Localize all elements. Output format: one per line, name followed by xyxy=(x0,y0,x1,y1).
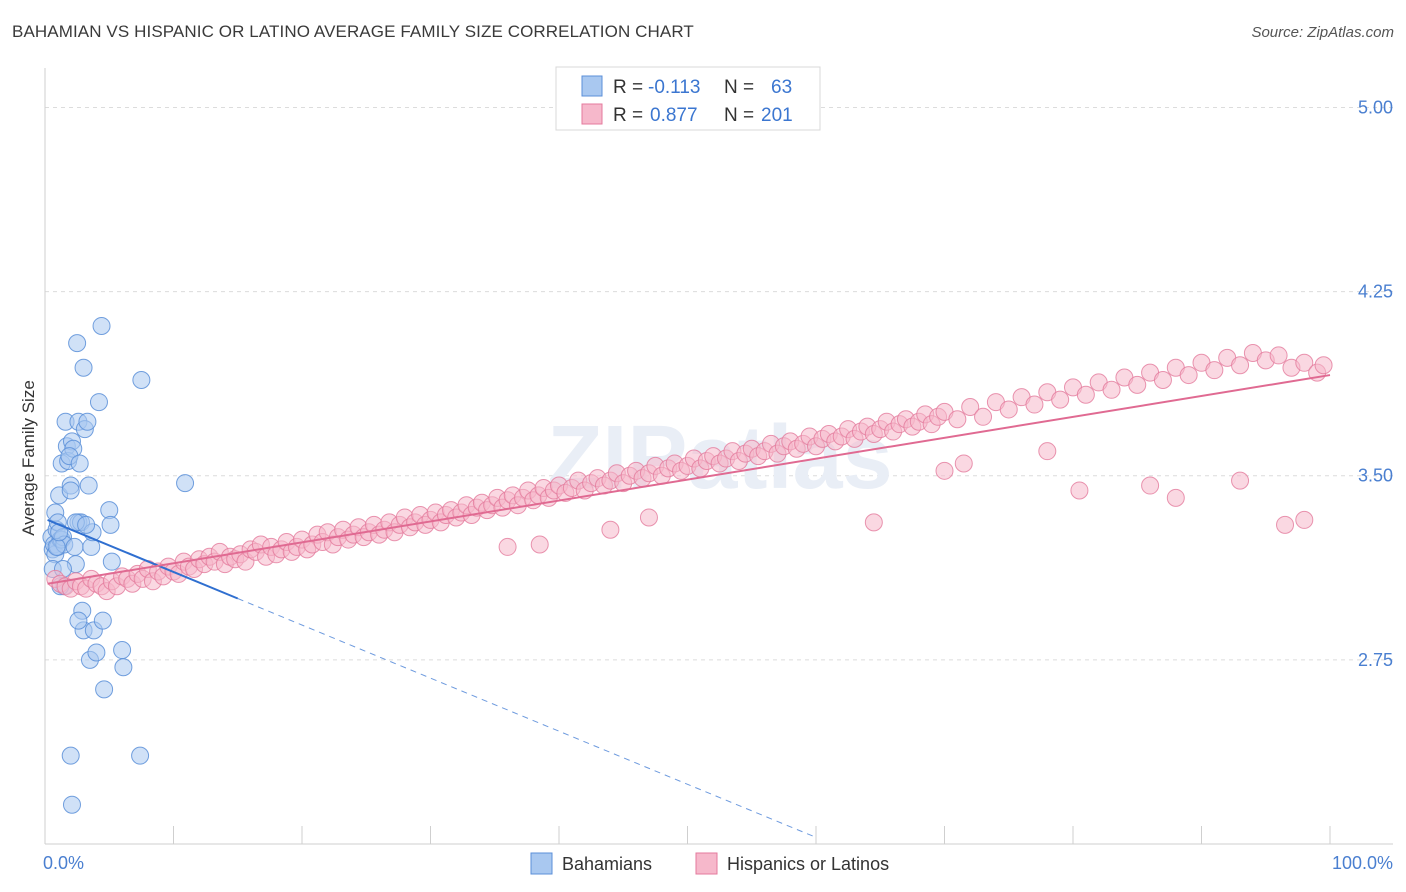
hispanic-point xyxy=(601,520,620,539)
legend-bottom-label-hispanics: Hispanics or Latinos xyxy=(727,854,889,874)
hispanic-point xyxy=(1141,476,1160,495)
bahamian-point xyxy=(47,537,66,556)
bahamian-point xyxy=(77,515,96,534)
hispanic-point xyxy=(935,461,954,480)
bahamian-point xyxy=(61,481,80,500)
bahamian-point xyxy=(101,515,120,534)
tick-labels: 2.75 3.50 4.25 5.00 0.0% 100.0% xyxy=(43,97,1393,873)
hispanic-point xyxy=(974,407,993,426)
hispanic-point xyxy=(1025,395,1044,414)
hispanic-point xyxy=(1269,346,1288,365)
bahamian-point xyxy=(176,474,195,493)
bahamian-point xyxy=(68,334,87,353)
bahamians-series xyxy=(42,316,195,814)
bahamian-point xyxy=(95,680,114,699)
bahamian-point xyxy=(92,316,111,335)
legend-swatch-pink xyxy=(581,103,603,125)
trend-lines xyxy=(47,374,1331,838)
bahamian-point xyxy=(65,537,84,556)
y-tick-label: 4.25 xyxy=(1358,282,1393,302)
chart-title: BAHAMIAN VS HISPANIC OR LATINO AVERAGE F… xyxy=(12,22,694,41)
x-tick-label-end: 100.0% xyxy=(1332,853,1393,873)
legend-n-label-blue: N = xyxy=(724,77,754,98)
hispanic-point xyxy=(639,508,658,527)
bahamian-point xyxy=(132,370,151,389)
legend-bottom-swatch-blue xyxy=(530,852,553,875)
bahamian-point xyxy=(113,641,132,660)
hispanic-point xyxy=(1038,442,1057,461)
bahamian-trend-extension xyxy=(237,598,817,838)
hispanic-point xyxy=(1128,375,1147,394)
bahamian-point xyxy=(61,746,80,765)
bahamian-point xyxy=(89,393,108,412)
legend-r-value-blue: -0.113 xyxy=(648,77,700,98)
hispanic-point xyxy=(1179,366,1198,385)
hispanic-point xyxy=(1102,380,1121,399)
bahamian-trend-line xyxy=(47,518,239,600)
hispanic-point xyxy=(961,397,980,416)
bahamian-point xyxy=(74,358,93,377)
bahamian-point xyxy=(69,611,88,630)
x-tick-label-start: 0.0% xyxy=(43,853,84,873)
y-tick-label: 2.75 xyxy=(1358,650,1393,670)
hispanic-trend-line xyxy=(47,374,1331,585)
bahamian-point xyxy=(78,412,97,431)
legend-r-value-pink: 0.877 xyxy=(650,105,698,126)
axes xyxy=(44,68,1393,845)
hispanic-point xyxy=(1295,510,1314,529)
legend-swatch-blue xyxy=(581,75,603,97)
hispanic-point xyxy=(1205,361,1224,380)
y-tick-label: 5.00 xyxy=(1358,97,1393,117)
hispanic-point xyxy=(954,454,973,473)
source-label: Source: ZipAtlas.com xyxy=(1251,24,1394,41)
legend-bottom-swatch-pink xyxy=(695,852,718,875)
legend-r-label-blue: R = xyxy=(613,77,643,98)
legend-n-value-blue: 63 xyxy=(771,77,792,98)
bahamian-point xyxy=(131,746,150,765)
hispanic-point xyxy=(1231,471,1250,490)
hispanic-point xyxy=(1276,515,1295,534)
hispanic-point xyxy=(1314,356,1333,375)
bahamian-point xyxy=(70,454,89,473)
hispanic-point xyxy=(530,535,549,554)
y-axis-title: Average Family Size xyxy=(19,380,38,536)
legend-top: R = -0.113 N = 63 R = 0.877 N = 201 xyxy=(555,66,821,131)
bahamian-point xyxy=(93,611,112,630)
hispanics-series xyxy=(46,343,1333,601)
bahamian-point xyxy=(114,658,133,677)
hispanic-point xyxy=(1231,356,1250,375)
bahamian-point xyxy=(79,476,98,495)
legend-bottom: Bahamians Hispanics or Latinos xyxy=(530,852,889,875)
bahamian-point xyxy=(87,643,106,662)
hispanic-point xyxy=(1295,353,1314,372)
hispanic-point xyxy=(999,400,1018,419)
hispanic-point xyxy=(1076,385,1095,404)
hispanic-point xyxy=(1166,488,1185,507)
hispanic-point xyxy=(864,513,883,532)
bahamian-point xyxy=(102,552,121,571)
hispanic-point xyxy=(1051,390,1070,409)
gridlines xyxy=(45,106,1393,661)
hispanic-point xyxy=(498,537,517,556)
legend-n-value-pink: 201 xyxy=(761,105,793,126)
y-tick-label: 3.50 xyxy=(1358,466,1393,486)
legend-n-label-pink: N = xyxy=(724,105,754,126)
hispanic-point xyxy=(1070,481,1089,500)
legend-bottom-label-bahamians: Bahamians xyxy=(562,854,652,874)
hispanic-point xyxy=(948,410,967,429)
bahamian-point xyxy=(62,795,81,814)
hispanic-point xyxy=(1153,370,1172,389)
legend-r-label-pink: R = xyxy=(613,105,643,126)
